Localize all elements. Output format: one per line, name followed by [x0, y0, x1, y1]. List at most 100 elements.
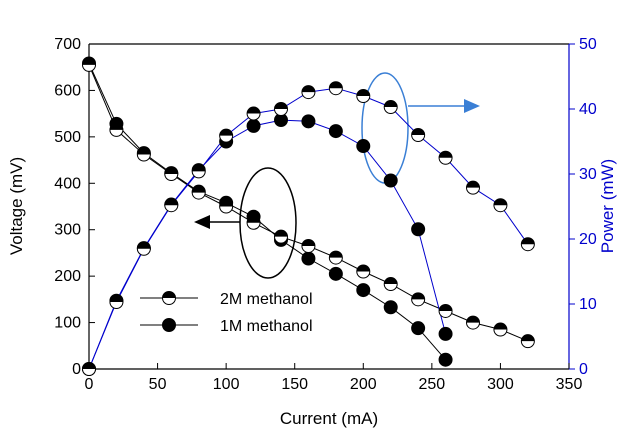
y-left-tick-label: 400 [54, 175, 81, 192]
marker-fill-half [521, 237, 535, 245]
marker-fill-half [329, 251, 343, 258]
x-tick-label: 150 [281, 376, 308, 393]
legend-symbol-2m [162, 291, 176, 305]
data-point-power-1m [383, 173, 398, 188]
marker-fill-half [411, 128, 425, 135]
marker-fill-half [162, 291, 176, 298]
data-point-power-2m [493, 198, 508, 213]
data-point-power-2m [383, 100, 398, 115]
data-point-power-2m [301, 85, 316, 100]
x-tick-label: 0 [85, 376, 94, 393]
marker-fill-half [274, 230, 288, 237]
voltage-annotation-arrow-head [194, 215, 210, 229]
data-point-voltage-1m [301, 251, 316, 266]
data-point-voltage-2m [246, 215, 261, 230]
data-point-power-2m [246, 106, 261, 121]
data-point-voltage-1m [438, 352, 453, 367]
y-right-tick-label: 30 [579, 166, 597, 183]
data-point-voltage-2m [383, 277, 398, 292]
data-point-power-1m [356, 139, 371, 154]
data-point-power-1m [328, 124, 343, 139]
data-point-voltage-2m [136, 147, 151, 162]
marker-fill-half [439, 304, 453, 311]
data-point-voltage-2m [301, 238, 316, 253]
data-point-voltage-1m [411, 321, 426, 336]
marker-fill-half [356, 89, 370, 96]
y-left-tick-label: 600 [54, 82, 81, 99]
x-tick-label: 100 [213, 376, 240, 393]
marker-fill-half [384, 277, 398, 285]
marker-fill-half [301, 239, 315, 246]
marker-fill-half [137, 148, 151, 155]
marker-fill-half [82, 58, 96, 65]
y-left-tick-label: 300 [54, 222, 81, 239]
data-point-power-2m [411, 128, 426, 142]
legend: 2M methanol 1M methanol [140, 291, 313, 335]
y-right-tick-label: 10 [579, 296, 597, 313]
data-point-power-2m [82, 362, 96, 376]
legend-label-1m: 1M methanol [220, 318, 313, 335]
data-point-power-2m [274, 102, 288, 116]
data-point-voltage-1m [356, 283, 371, 298]
marker-fill-half [274, 102, 288, 109]
voltage-annotation-ellipse [239, 167, 297, 279]
data-point-power-2m [219, 128, 234, 143]
marker-fill-half [466, 181, 480, 188]
data-point-voltage-1m [383, 300, 398, 315]
marker-fill-half [192, 186, 206, 193]
y-right-tick-label: 40 [579, 101, 597, 118]
marker-fill-half [137, 242, 151, 249]
x-tick-label: 350 [556, 376, 583, 393]
data-point-power-2m [328, 81, 343, 96]
marker-fill-half [493, 198, 507, 206]
data-point-voltage-2m [356, 264, 371, 279]
legend-marker-1m [162, 318, 176, 332]
data-point-voltage-2m [493, 322, 508, 337]
legend-label-2m: 2M methanol [220, 291, 313, 308]
data-point-voltage-2m [164, 167, 179, 181]
legend-symbol-1m [162, 318, 176, 332]
marker-fill-half [109, 123, 123, 130]
marker-fill-half [384, 100, 398, 108]
data-point-power-2m [164, 198, 179, 213]
data-point-voltage-2m [109, 122, 124, 137]
marker-fill-half [521, 334, 535, 342]
marker-fill-half [164, 167, 178, 174]
marker-fill-half [411, 292, 425, 300]
x-tick-label: 250 [419, 376, 446, 393]
marker-fill-half [247, 107, 261, 114]
marker-fill-half [109, 295, 123, 303]
marker-fill-half [164, 198, 178, 206]
data-point-voltage-2m [82, 57, 96, 72]
data-point-power-2m [520, 237, 535, 252]
marker-fill-half [247, 216, 261, 223]
marker-fill-half [192, 164, 206, 172]
data-point-voltage-2m [520, 334, 535, 349]
y-right-tick-label: 0 [579, 361, 588, 378]
legend-marker-2m [162, 291, 176, 305]
y-axis-right-title: Power (mW) [598, 159, 617, 253]
marker-fill-half [82, 362, 96, 369]
data-point-voltage-2m [328, 250, 343, 265]
data-point-power-2m [466, 180, 480, 195]
y-left-tick-label: 0 [72, 361, 81, 378]
marker-fill-half [301, 85, 315, 93]
y-left-tick-label: 100 [54, 315, 81, 332]
y-left-tick-label: 700 [54, 36, 81, 53]
y-axis-left-title: Voltage (mV) [7, 157, 26, 255]
y-right-tick-label: 20 [579, 231, 597, 248]
y-right-tick-label: 50 [579, 36, 597, 53]
data-point-voltage-1m [328, 266, 343, 281]
y-left-tick-label: 500 [54, 129, 81, 146]
data-point-power-2m [109, 295, 124, 310]
data-point-power-1m [438, 326, 453, 341]
marker-fill-half [219, 200, 233, 207]
power-annotation-ellipse [361, 72, 409, 184]
data-point-voltage-2m [411, 292, 426, 307]
data-point-power-1m [246, 118, 261, 133]
power-annotation-arrow-head [464, 99, 480, 113]
data-point-voltage-2m [438, 303, 453, 318]
x-axis-title: Current (mA) [280, 409, 378, 428]
marker-fill-half [493, 323, 507, 330]
